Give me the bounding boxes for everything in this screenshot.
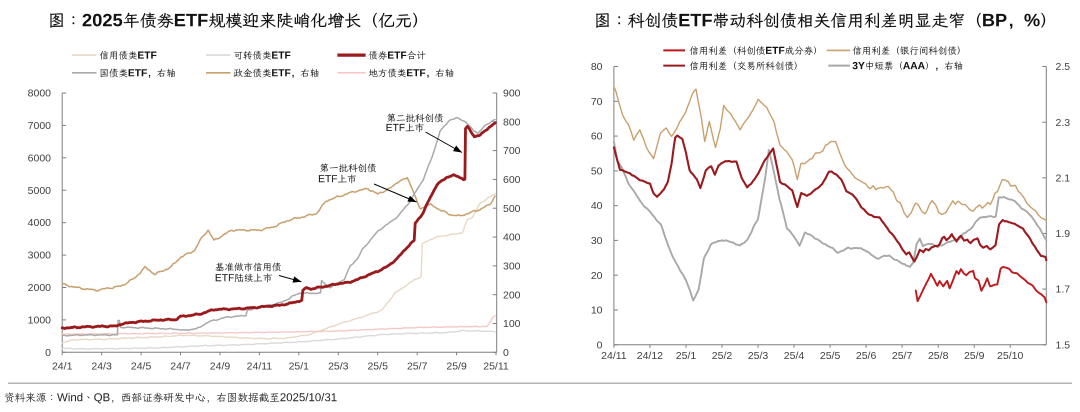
- svg-text:0: 0: [597, 339, 603, 351]
- svg-text:25/9: 25/9: [446, 361, 467, 373]
- svg-text:25/1: 25/1: [676, 350, 697, 362]
- svg-text:0: 0: [503, 347, 509, 359]
- svg-text:24/11: 24/11: [601, 350, 627, 362]
- svg-text:24/5: 24/5: [131, 361, 152, 373]
- svg-text:25/10: 25/10: [997, 350, 1023, 362]
- svg-text:24/9: 24/9: [210, 361, 231, 373]
- svg-text:25/5: 25/5: [367, 361, 388, 373]
- svg-text:600: 600: [503, 174, 521, 186]
- svg-text:80: 80: [591, 61, 603, 73]
- svg-text:500: 500: [503, 203, 521, 215]
- svg-text:6000: 6000: [28, 152, 52, 164]
- svg-text:25/8: 25/8: [928, 350, 949, 362]
- svg-text:24/12: 24/12: [637, 350, 663, 362]
- svg-text:10: 10: [591, 305, 603, 317]
- svg-text:25/3: 25/3: [328, 361, 349, 373]
- svg-text:2.3: 2.3: [1056, 117, 1071, 129]
- svg-text:200: 200: [503, 289, 521, 301]
- svg-text:900: 900: [503, 88, 521, 100]
- svg-text:700: 700: [503, 145, 521, 157]
- svg-text:1.9: 1.9: [1056, 228, 1071, 240]
- svg-text:300: 300: [503, 261, 521, 273]
- svg-text:100: 100: [503, 318, 521, 330]
- svg-text:1000: 1000: [28, 315, 52, 327]
- svg-text:24/7: 24/7: [170, 361, 191, 373]
- svg-text:7000: 7000: [28, 120, 52, 132]
- svg-text:4000: 4000: [28, 217, 52, 229]
- svg-text:25/6: 25/6: [856, 350, 877, 362]
- svg-text:24/1: 24/1: [52, 361, 73, 373]
- svg-text:25/2: 25/2: [712, 350, 733, 362]
- svg-text:20: 20: [591, 270, 603, 282]
- svg-text:2.5: 2.5: [1056, 61, 1071, 73]
- svg-text:400: 400: [503, 232, 521, 244]
- svg-text:25/4: 25/4: [784, 350, 805, 362]
- svg-text:25/1: 25/1: [289, 361, 310, 373]
- svg-text:8000: 8000: [28, 88, 52, 100]
- svg-text:25/11: 25/11: [483, 361, 509, 373]
- svg-text:24/3: 24/3: [91, 361, 112, 373]
- svg-text:800: 800: [503, 116, 521, 128]
- svg-text:1.7: 1.7: [1056, 284, 1071, 296]
- svg-text:25/9: 25/9: [964, 350, 985, 362]
- svg-text:5000: 5000: [28, 185, 52, 197]
- svg-text:3000: 3000: [28, 250, 52, 262]
- svg-text:60: 60: [591, 131, 603, 143]
- svg-text:24/11: 24/11: [247, 361, 273, 373]
- svg-text:25/7: 25/7: [892, 350, 913, 362]
- svg-text:2000: 2000: [28, 282, 52, 294]
- svg-text:40: 40: [591, 200, 603, 212]
- svg-text:1.5: 1.5: [1056, 339, 1071, 351]
- svg-text:25/3: 25/3: [748, 350, 769, 362]
- svg-text:30: 30: [591, 235, 603, 247]
- svg-text:25/5: 25/5: [820, 350, 841, 362]
- svg-text:25/7: 25/7: [407, 361, 428, 373]
- svg-text:0: 0: [45, 347, 51, 359]
- svg-text:50: 50: [591, 166, 603, 178]
- svg-text:2.1: 2.1: [1056, 172, 1071, 184]
- svg-text:70: 70: [591, 96, 603, 108]
